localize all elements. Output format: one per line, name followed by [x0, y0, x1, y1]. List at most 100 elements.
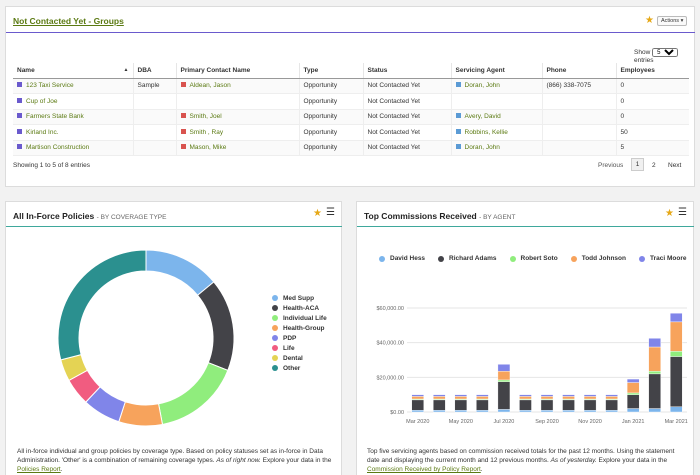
legend-item[interactable]: Individual Life	[272, 313, 327, 323]
bar-segment	[626, 394, 640, 409]
group-link[interactable]: Martison Construction	[26, 144, 90, 152]
policies-title-text: All In-Force Policies	[13, 211, 95, 221]
pager-next[interactable]: Next	[668, 162, 682, 169]
column-header-agent[interactable]: Servicing Agent	[451, 63, 543, 79]
legend-label: Robert Soto	[520, 255, 558, 262]
legend-item[interactable]: Richard Adams	[438, 255, 497, 262]
desc-asof: As of yesterday.	[550, 457, 597, 464]
agent-link[interactable]: Doran, John	[464, 82, 500, 90]
desc-asof: As of right now.	[216, 457, 261, 464]
policies-report-link[interactable]: Policies Report	[17, 466, 61, 473]
legend-item[interactable]: Health-Group	[272, 323, 327, 333]
cell-type: Opportunity	[299, 78, 364, 94]
commission-report-link[interactable]: Commission Received by Policy Report	[367, 466, 481, 473]
cell-contact: Smith , Ray	[176, 124, 300, 141]
legend-label: Health-ACA	[283, 304, 320, 312]
cell-employees: 0	[616, 109, 689, 125]
column-header-name[interactable]: Name ▲	[13, 63, 134, 79]
cell-type: Opportunity	[299, 124, 364, 141]
favorite-star-icon[interactable]: ★	[645, 15, 654, 26]
legend-item[interactable]: Traci Moore	[639, 255, 686, 262]
agent-link[interactable]: Avery, David	[464, 113, 501, 121]
commissions-subtitle: - BY AGENT	[479, 214, 516, 221]
bar-segment	[670, 356, 683, 407]
bar-segment	[605, 396, 618, 400]
agent-link[interactable]: Robbins, Kellie	[464, 128, 508, 136]
donut-slice	[145, 249, 215, 296]
bar-segment	[562, 396, 575, 400]
legend-item[interactable]: David Hess	[379, 255, 425, 262]
groups-title[interactable]: Not Contacted Yet - Groups	[13, 16, 124, 26]
group-link[interactable]: Cup of Joe	[26, 97, 58, 105]
table-row: Martison Construction Mason, Mike Opport…	[13, 140, 689, 156]
bar-segment	[583, 396, 597, 400]
commissions-bar-chart: $0.00 $20,000.00 $40,000.00 $60,000.00 Mar 2…	[376, 306, 687, 425]
bar-segment	[562, 410, 575, 413]
contact-link[interactable]: Mason, Mike	[189, 144, 227, 152]
cell-name: Martison Construction	[13, 140, 134, 156]
pager-previous[interactable]: Previous	[598, 162, 624, 169]
bar-segment	[433, 394, 446, 397]
group-link[interactable]: 123 Taxi Service	[26, 82, 74, 90]
legend-item[interactable]: Med Supp	[272, 293, 327, 303]
cell-contact: Smith, Joel	[176, 109, 300, 125]
bar-segment	[519, 399, 532, 411]
desc-text: All in-force individual and group polici…	[17, 448, 324, 464]
agent-link[interactable]: Doran, John	[464, 144, 500, 152]
legend-label: Individual Life	[283, 314, 327, 322]
legend-item[interactable]: PDP	[272, 333, 327, 343]
legend-label: Todd Johnson	[581, 255, 626, 262]
legend-item[interactable]: Health-ACA	[272, 303, 327, 313]
groups-table: Name ▲ DBA Primary Contact Name Type Stat…	[13, 63, 689, 156]
legend-item[interactable]: Life	[272, 343, 327, 353]
column-header-employees[interactable]: Employees	[616, 63, 689, 79]
pager-page-1[interactable]: 1	[631, 158, 644, 171]
column-header-status[interactable]: Status	[363, 63, 452, 79]
column-header-phone[interactable]: Phone	[542, 63, 617, 79]
desc-text: Explore your data in the	[596, 457, 668, 464]
bar-segment	[648, 346, 661, 372]
commissions-legend: David Hess Richard Adams Robert Soto Tod…	[379, 255, 686, 262]
legend-item[interactable]: Other	[272, 363, 327, 373]
contact-link[interactable]: Smith, Joel	[189, 113, 222, 121]
legend-label: Med Supp	[283, 294, 315, 302]
bar-segment	[476, 410, 489, 413]
bar-segment	[626, 392, 640, 395]
favorite-star-icon[interactable]: ★	[313, 208, 322, 219]
groups-panel: Not Contacted Yet - Groups ★ Actions ▾ S…	[5, 6, 695, 187]
bar-segment	[626, 378, 640, 383]
legend-swatch	[272, 335, 278, 341]
bar-segment	[605, 399, 618, 411]
cell-status: Not Contacted Yet	[363, 140, 452, 156]
group-link[interactable]: Farmers State Bank	[26, 113, 84, 121]
cell-dba	[133, 140, 177, 156]
chart-menu-icon[interactable]: ☰	[678, 207, 687, 218]
bar-segment	[411, 394, 424, 397]
legend-item[interactable]: Robert Soto	[509, 255, 558, 262]
legend-swatch	[272, 305, 278, 311]
actions-dropdown[interactable]: Actions ▾	[657, 16, 688, 26]
bar-segment	[648, 338, 661, 348]
column-header-contact[interactable]: Primary Contact Name	[176, 63, 300, 79]
cell-agent	[451, 93, 543, 110]
group-link[interactable]: Kirland Inc.	[26, 128, 59, 136]
legend-swatch	[570, 255, 577, 262]
contact-link[interactable]: Smith , Ray	[189, 128, 224, 136]
page-size-select[interactable]: 5	[652, 48, 679, 57]
sort-asc-icon[interactable]: ▲	[123, 66, 129, 73]
column-header-type[interactable]: Type	[299, 63, 364, 79]
chevron-down-icon: ▾	[680, 18, 684, 24]
contact-link[interactable]: Aldean, Jason	[189, 82, 231, 90]
bar-segment	[583, 394, 597, 397]
favorite-star-icon[interactable]: ★	[665, 208, 674, 219]
cell-type: Opportunity	[299, 93, 364, 110]
column-header-dba[interactable]: DBA	[133, 63, 177, 79]
bar-segment	[540, 396, 554, 400]
policies-donut-chart	[57, 249, 235, 427]
legend-item[interactable]: Todd Johnson	[570, 255, 626, 262]
pager-page-2[interactable]: 2	[652, 162, 656, 169]
chart-menu-icon[interactable]: ☰	[326, 207, 335, 218]
legend-item[interactable]: Dental	[272, 353, 327, 363]
group-icon	[17, 97, 22, 103]
bar-segment	[497, 371, 511, 381]
